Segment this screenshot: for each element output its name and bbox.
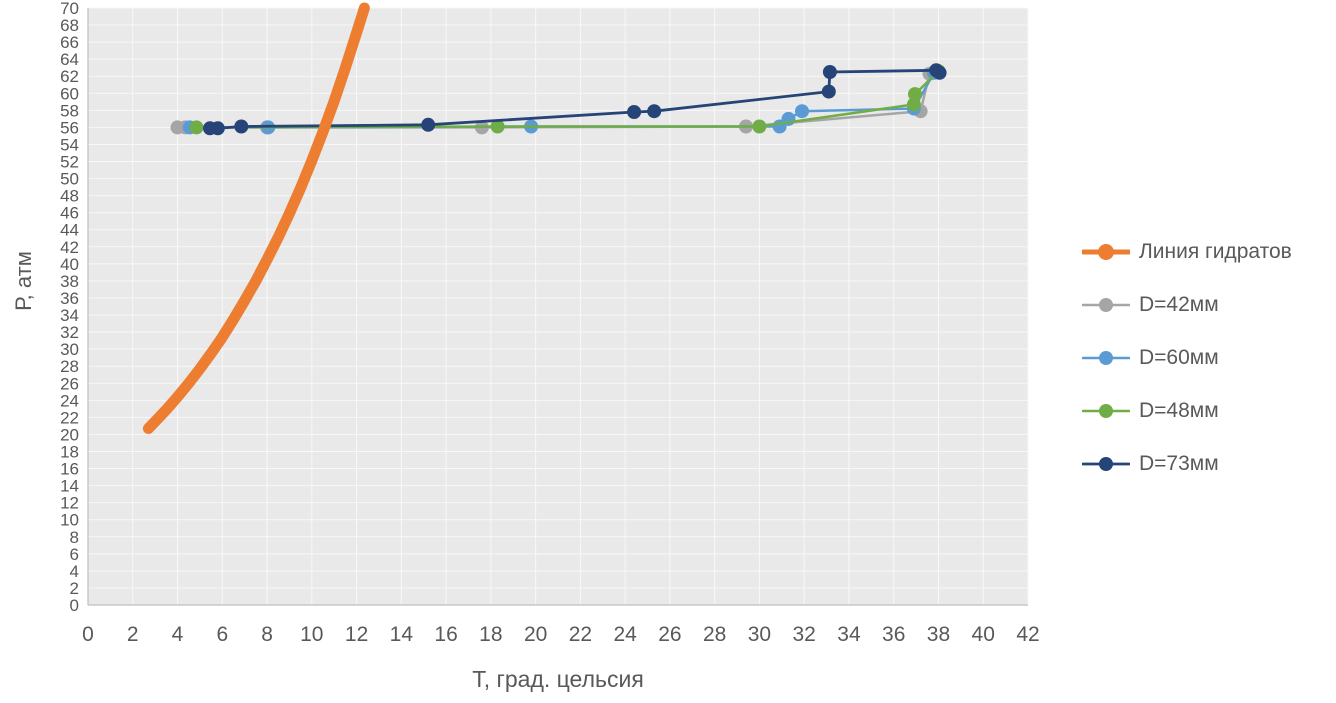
x-tick-label: 0 <box>82 623 94 646</box>
y-tick-label: 58 <box>60 101 79 120</box>
marker-d48 <box>490 119 505 134</box>
y-tick-label: 10 <box>60 511 79 530</box>
x-tick-label: 14 <box>390 623 414 646</box>
y-tick-label: 20 <box>60 425 79 444</box>
y-tick-label: 54 <box>60 135 79 154</box>
x-tick-label: 26 <box>658 623 681 646</box>
series-line-d73 <box>208 68 941 130</box>
x-tick-label: 40 <box>972 623 995 646</box>
y-tick-label: 18 <box>60 442 79 461</box>
y-axis-title: Р, атм <box>11 251 36 311</box>
y-tick-label: 48 <box>60 187 79 206</box>
legend-label: Линия гидратов <box>1139 240 1292 263</box>
legend-label: D=48мм <box>1139 399 1219 422</box>
legend-label: D=60мм <box>1139 346 1219 369</box>
y-tick-label: 24 <box>60 391 79 410</box>
x-tick-label: 18 <box>479 623 502 646</box>
x-tick-label: 12 <box>345 623 368 646</box>
marker-d73 <box>932 65 947 80</box>
series-line-hydrate-line <box>142 2 370 434</box>
y-tick-label: 46 <box>60 204 79 223</box>
x-tick-label: 42 <box>1016 623 1039 646</box>
y-tick-label: 2 <box>70 579 79 598</box>
y-tick-label: 22 <box>60 408 79 427</box>
marker-d73 <box>821 84 836 99</box>
y-tick-label: 64 <box>60 50 79 69</box>
y-tick-label: 34 <box>60 306 79 325</box>
marker-d73 <box>234 119 249 134</box>
x-tick-label: 24 <box>613 623 637 646</box>
marker-d73 <box>627 105 642 119</box>
y-tick-label: 6 <box>70 545 79 564</box>
legend-swatch-d73 <box>1082 457 1130 471</box>
y-tick-label: 4 <box>70 562 79 581</box>
marker-d73 <box>647 104 662 119</box>
x-tick-label: 6 <box>216 623 228 646</box>
marker-d73 <box>421 117 436 132</box>
x-tick-label: 32 <box>793 623 816 646</box>
x-tick-label: 28 <box>703 623 726 646</box>
marker-d48 <box>752 119 767 134</box>
legend-swatch-d42 <box>1082 298 1130 312</box>
x-tick-label: 30 <box>748 623 771 646</box>
y-tick-label: 42 <box>60 238 79 257</box>
marker-d48 <box>189 120 204 135</box>
y-tick-label: 8 <box>70 528 79 547</box>
legend: Линия гидратов D=42мм D=60мм D=48мм D=73мм <box>1082 240 1292 476</box>
y-tick-label: 32 <box>60 323 79 342</box>
x-tick-label: 16 <box>434 623 457 646</box>
legend-item-d48: D=48мм <box>1082 399 1292 423</box>
x-tick-label: 8 <box>261 623 273 646</box>
y-tick-label: 28 <box>60 357 79 376</box>
x-axis-title: Т, град. цельсия <box>472 666 644 692</box>
x-tick-label: 20 <box>524 623 547 646</box>
x-tick-label: 2 <box>127 623 139 646</box>
y-tick-label: 40 <box>60 255 79 274</box>
x-tick-label: 36 <box>882 623 905 646</box>
y-tick-label: 60 <box>60 84 79 103</box>
legend-swatch-hydrate-line <box>1082 244 1130 260</box>
y-tick-label: 14 <box>60 477 79 496</box>
marker-d73 <box>822 65 837 79</box>
legend-swatch-d60 <box>1082 351 1130 365</box>
legend-item-d73: D=73мм <box>1082 452 1292 476</box>
x-tick-label: 22 <box>569 623 592 646</box>
y-tick-label: 30 <box>60 340 79 359</box>
y-tick-label: 44 <box>60 221 79 240</box>
y-tick-label: 66 <box>60 33 79 52</box>
y-tick-label: 62 <box>60 67 79 86</box>
plot-background <box>88 8 1028 605</box>
x-tick-label: 38 <box>927 623 950 646</box>
y-tick-label: 12 <box>60 494 79 513</box>
y-tick-label: 68 <box>60 16 79 35</box>
marker-d60 <box>795 104 809 119</box>
legend-swatch-d48 <box>1082 404 1130 418</box>
y-tick-label: 16 <box>60 460 79 479</box>
y-tick-label: 52 <box>60 153 79 172</box>
x-tick-label: 10 <box>300 623 323 646</box>
y-tick-label: 0 <box>70 596 79 615</box>
y-tick-label: 56 <box>60 118 79 137</box>
legend-item-hydrate-line: Линия гидратов <box>1082 240 1292 264</box>
legend-label: D=42мм <box>1139 293 1219 316</box>
x-tick-label: 34 <box>837 623 861 646</box>
marker-d73 <box>210 121 225 136</box>
y-tick-label: 36 <box>60 289 79 308</box>
legend-item-d42: D=42мм <box>1082 293 1292 317</box>
y-tick-label: 26 <box>60 374 79 393</box>
marker-d48 <box>906 97 921 112</box>
legend-label: D=73мм <box>1139 452 1219 475</box>
marker-d48 <box>908 87 922 102</box>
y-tick-label: 38 <box>60 272 79 291</box>
y-tick-label: 50 <box>60 170 79 189</box>
x-tick-label: 4 <box>172 623 184 646</box>
legend-item-d60: D=60мм <box>1082 346 1292 370</box>
y-tick-label: 70 <box>60 0 79 18</box>
